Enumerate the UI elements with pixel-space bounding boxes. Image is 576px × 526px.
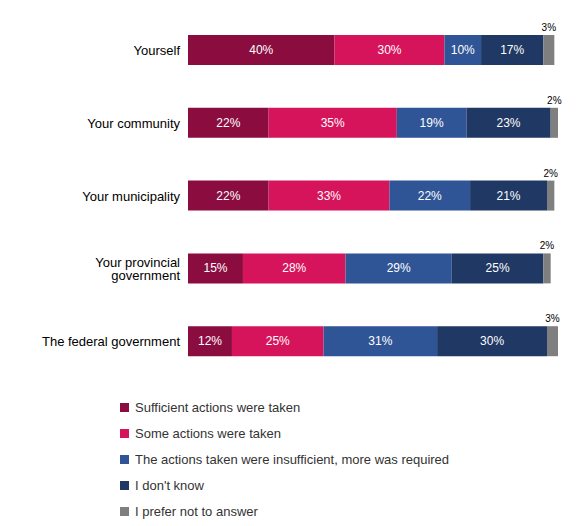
svg-text:25%: 25% (486, 261, 510, 275)
svg-text:17%: 17% (500, 43, 524, 57)
svg-text:3%: 3% (545, 313, 560, 324)
svg-text:29%: 29% (387, 261, 411, 275)
svg-text:2%: 2% (547, 95, 562, 106)
svg-text:25%: 25% (266, 334, 290, 348)
svg-text:2%: 2% (543, 168, 558, 179)
svg-text:2%: 2% (540, 240, 555, 251)
svg-text:33%: 33% (317, 189, 341, 203)
svg-text:35%: 35% (321, 116, 345, 130)
svg-text:22%: 22% (418, 189, 442, 203)
svg-text:31%: 31% (368, 334, 392, 348)
svg-text:10%: 10% (451, 43, 475, 57)
svg-text:30%: 30% (377, 43, 401, 57)
svg-text:22%: 22% (216, 116, 240, 130)
html-text:I don't know: I don't know (135, 477, 204, 493)
svg-text:19%: 19% (420, 116, 444, 130)
svg-text:12%: 12% (198, 334, 222, 348)
svg-text:Your provincialgovernment: Your provincialgovernment (95, 255, 180, 283)
html-text:Sufficient actions were taken: Sufficient actions were taken (135, 399, 301, 415)
svg-text:15%: 15% (203, 261, 227, 275)
svg-text:30%: 30% (480, 334, 504, 348)
svg-text:28%: 28% (282, 261, 306, 275)
html-text:I prefer not to answer: I prefer not to answer (135, 503, 258, 519)
svg-text:The federal government: The federal government (42, 334, 180, 349)
svg-text:40%: 40% (249, 43, 273, 57)
svg-text:22%: 22% (216, 189, 240, 203)
svg-text:3%: 3% (542, 22, 557, 33)
svg-text:23%: 23% (497, 116, 521, 130)
html-text:Some actions were taken: Some actions were taken (135, 425, 281, 441)
svg-text:Your municipality: Your municipality (82, 189, 180, 204)
svg-text:Your community: Your community (87, 116, 180, 131)
svg-text:21%: 21% (497, 189, 521, 203)
svg-text:Yourself: Yourself (134, 43, 181, 58)
html-text:The actions taken were insuffi: The actions taken were insufficient, mor… (135, 451, 450, 467)
